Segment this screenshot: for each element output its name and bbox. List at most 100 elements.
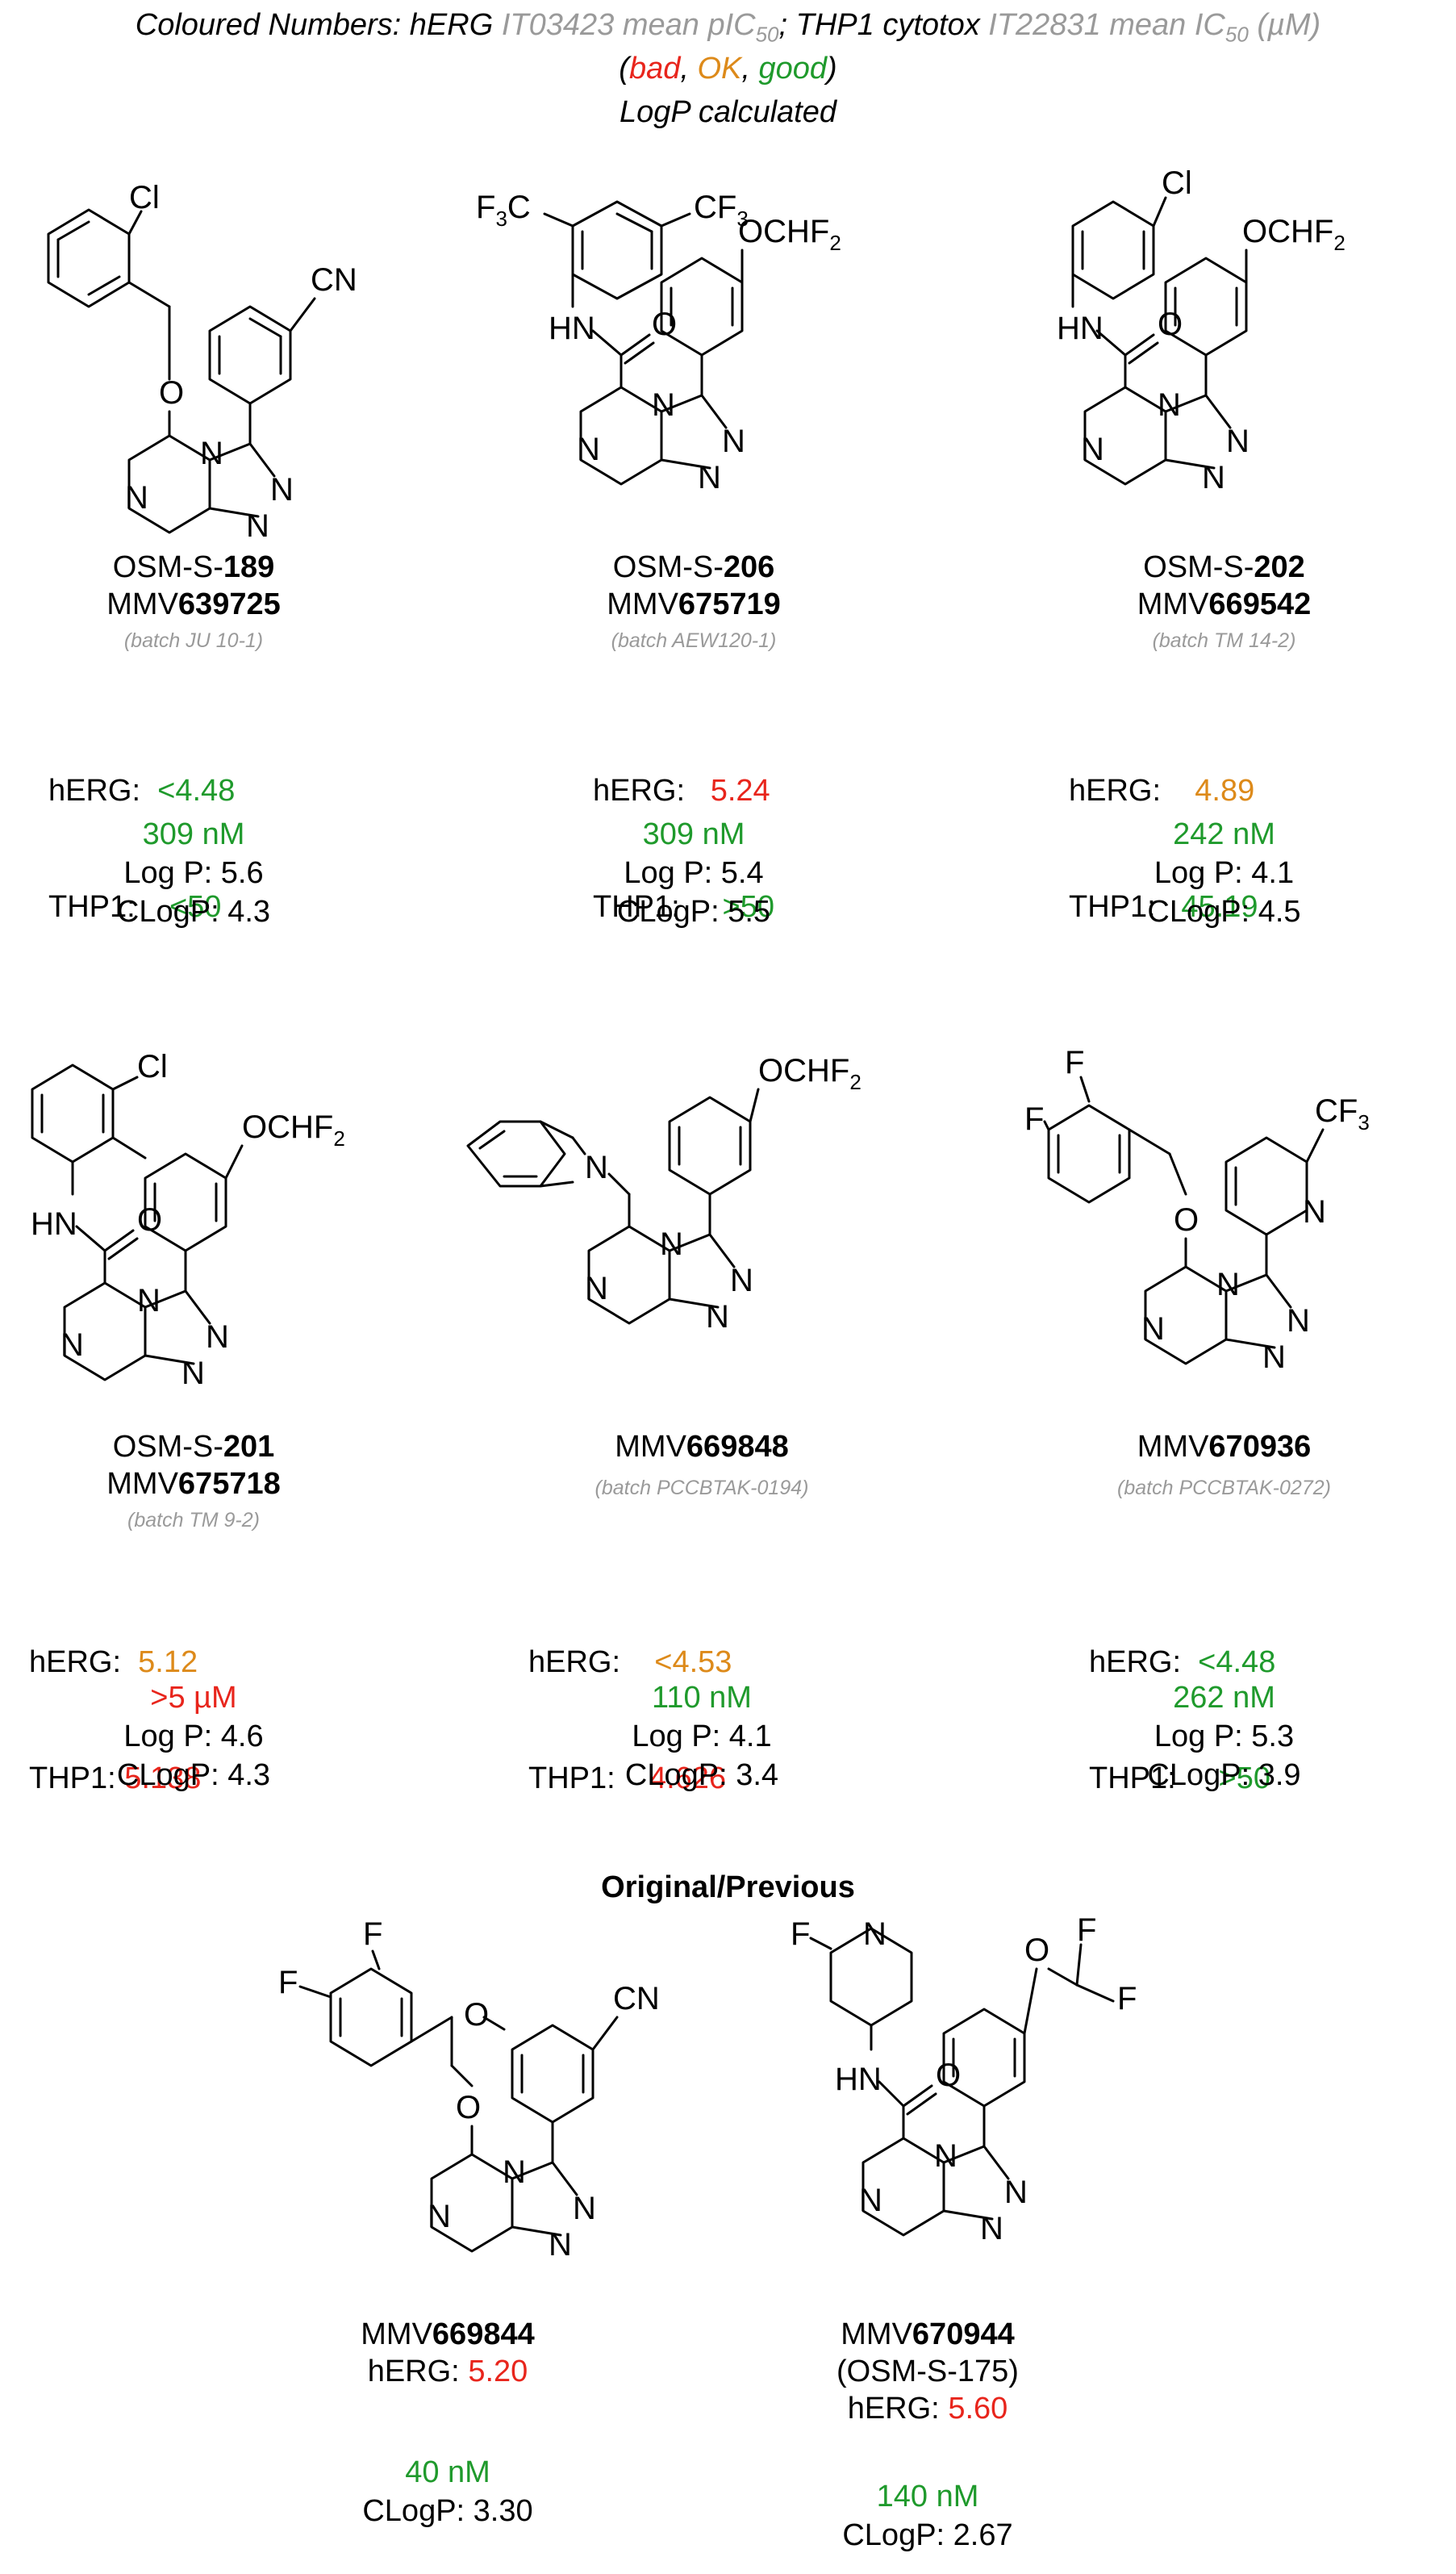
logp-value: Log P: 5.3 [1154, 1719, 1295, 1753]
compound-ids: OSM-S-202 MMV669542 [1137, 550, 1312, 621]
svg-text:N: N [730, 1263, 753, 1298]
svg-text:CN: CN [311, 262, 357, 298]
svg-text:N: N [270, 472, 294, 508]
thp1-value: 4.626 [649, 1761, 727, 1795]
svg-text:N: N [1216, 1267, 1240, 1302]
herg-value: 5.20 [468, 2355, 528, 2388]
svg-text:O: O [1158, 307, 1183, 342]
svg-text:O: O [464, 1997, 489, 2033]
svg-text:N: N [722, 424, 745, 459]
svg-text:N: N [137, 1283, 161, 1318]
svg-text:OCHF2: OCHF2 [242, 1109, 345, 1151]
svg-text:F: F [1065, 1045, 1084, 1080]
herg-value: <4.53 [654, 1645, 732, 1679]
assay-values: hERG: <4.48 THP1: <50 [48, 774, 236, 924]
svg-text:HN: HN [549, 311, 595, 346]
osm-number: 202 [1254, 550, 1305, 584]
svg-text:Cl: Cl [137, 1049, 168, 1084]
section-title: Original/Previous [601, 1870, 855, 1904]
herg-value: 5.24 [710, 774, 770, 808]
clogp-value: CLogP: 3.9 [1147, 1758, 1301, 1792]
svg-text:N: N [206, 1319, 229, 1355]
compound-ids: MMV669844 hERG: 5.20 [361, 2317, 535, 2388]
svg-text:N: N [125, 480, 148, 516]
svg-text:N: N [549, 2227, 572, 2263]
svg-text:N: N [660, 1226, 683, 1262]
svg-text:N: N [428, 2199, 451, 2234]
svg-text:CF3: CF3 [1315, 1093, 1370, 1134]
compound-ids: OSM-S-189 MMV639725 [106, 550, 281, 621]
potency-value: 309 nM [642, 817, 745, 851]
svg-text:N: N [577, 432, 600, 467]
properties: 40 nM CLogP: 3.30 [258, 2453, 637, 2530]
legend-ok: OK [697, 52, 742, 86]
batch-label: (batch AEW120-1) [611, 629, 777, 652]
svg-text:O: O [137, 1202, 162, 1238]
properties: 140 nM CLogP: 2.67 [774, 2477, 1081, 2555]
assay-values: hERG: 4.89 THP1: 45.19 [1069, 774, 1258, 924]
potency-value: 309 nM [142, 817, 245, 851]
mmv-number: 670936 [1208, 1430, 1312, 1464]
batch-label: (batch PCCBTAK-0194) [594, 1477, 809, 1499]
assay-values: hERG: 5.12 THP1: 5.138 [29, 1645, 202, 1795]
svg-text:N: N [1141, 1311, 1165, 1347]
svg-text:O: O [936, 2058, 961, 2093]
assay-values: hERG: <4.53 THP1: 4.626 [528, 1645, 732, 1795]
clogp-value: CLogP: 3.4 [624, 1758, 779, 1792]
mmv-number: 669848 [686, 1430, 789, 1464]
chloro-label: Cl [129, 180, 160, 215]
osm-number: 201 [223, 1430, 275, 1464]
svg-text:F: F [791, 1916, 810, 1952]
mmv-number: 639725 [177, 587, 281, 621]
compound-ids: MMV670936 [1137, 1430, 1312, 1464]
svg-text:OCHF2: OCHF2 [1242, 214, 1345, 255]
thp1-value: >50 [1218, 1761, 1270, 1795]
svg-text:CN: CN [613, 1981, 660, 2016]
clogp-value: CLogP: 3.30 [362, 2494, 533, 2528]
compound-ids: MMV670944 (OSM-S-175) hERG: 5.60 [774, 2316, 1081, 2427]
svg-text:OCHF2: OCHF2 [738, 214, 841, 255]
logp-value: Log P: 4.1 [1154, 856, 1295, 890]
svg-text:N: N [503, 2154, 526, 2190]
clogp-value: CLogP: 4.3 [116, 1758, 271, 1792]
clogp-value: CLogP: 2.67 [842, 2518, 1013, 2552]
svg-text:N: N [1202, 460, 1225, 495]
thp1-value: 45.19 [1181, 890, 1258, 924]
header-line-1: Coloured Numbers: hERG IT03423 mean pIC5… [135, 8, 1321, 47]
thp1-value: <50 [169, 890, 222, 924]
svg-text:N: N [706, 1299, 729, 1335]
svg-text:O: O [1024, 1933, 1049, 1968]
svg-text:N: N [652, 387, 675, 423]
potency-value: 242 nM [1173, 817, 1275, 851]
svg-text:F: F [363, 1916, 382, 1952]
properties: 242 nM Log P: 4.1 CLogP: 4.5 [992, 815, 1456, 931]
properties: 110 nM Log P: 4.1 CLogP: 3.4 [452, 1678, 952, 1795]
svg-text:N: N [859, 2183, 882, 2218]
svg-text:N: N [698, 460, 721, 495]
svg-text:N: N [1004, 2175, 1028, 2210]
herg-value: <4.48 [157, 774, 236, 808]
svg-text:HN: HN [31, 1206, 77, 1242]
svg-text:N: N [1287, 1303, 1310, 1339]
mmv-number: 675718 [177, 1467, 281, 1501]
svg-text:N: N [863, 1916, 887, 1952]
thp1-value: 5.138 [124, 1761, 202, 1795]
compound-ids: OSM-S-201 MMV675718 [106, 1430, 281, 1501]
svg-text:N: N [573, 2191, 596, 2226]
svg-text:OCHF2: OCHF2 [758, 1053, 862, 1094]
osm-number: 206 [723, 550, 775, 584]
legend-bad: bad [628, 52, 681, 86]
svg-text:F: F [1024, 1101, 1044, 1137]
herg-value: 4.89 [1195, 774, 1255, 808]
batch-label: (batch TM 14-2) [1152, 629, 1296, 652]
clogp-value: CLogP: 5.5 [616, 895, 771, 929]
potency-value: 110 nM [652, 1681, 752, 1715]
